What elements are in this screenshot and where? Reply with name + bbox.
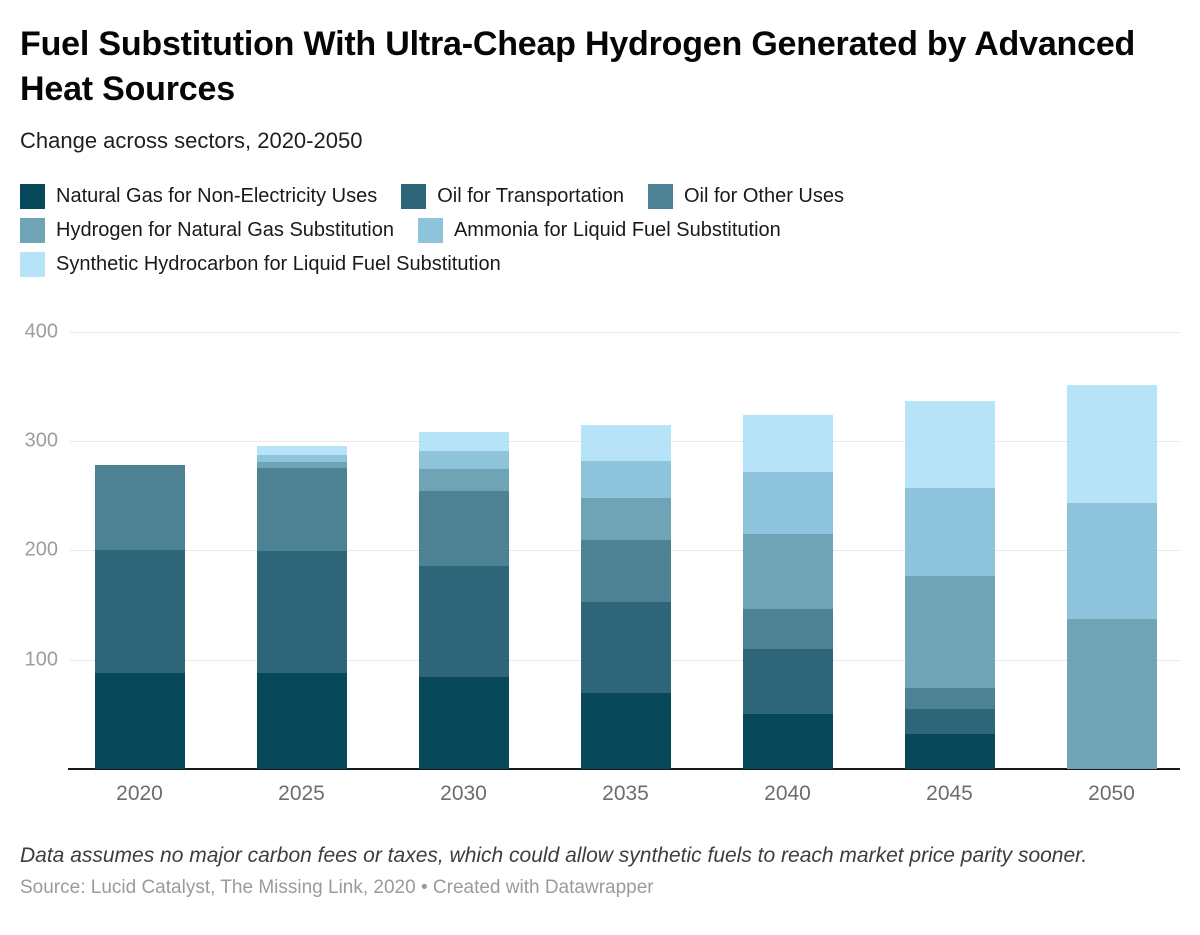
bar-segment[interactable] xyxy=(742,609,833,649)
bar-segment[interactable] xyxy=(418,676,509,769)
source-line: Source: Lucid Catalyst, The Missing Link… xyxy=(20,876,654,898)
legend-swatch xyxy=(647,183,673,209)
bar-segment[interactable] xyxy=(418,432,509,451)
bar-segment[interactable] xyxy=(418,491,509,566)
y-axis-tick-label: 300 xyxy=(24,429,58,452)
bar-segment[interactable] xyxy=(1066,385,1157,504)
bar-segment[interactable] xyxy=(418,450,509,470)
legend-item: Oil for Other Uses xyxy=(647,183,844,209)
x-axis-tick-label: 2050 xyxy=(1088,781,1135,805)
bar-segment[interactable] xyxy=(256,551,347,673)
y-axis-tick-label: 400 xyxy=(24,320,58,343)
stacked-bar-chart: 400 300 200 100 2020 2025 2030 2035 2040 2045 2050 xyxy=(20,313,1180,814)
x-axis-tick-label: 2040 xyxy=(764,781,811,805)
x-axis-tick-label: 2025 xyxy=(278,781,325,805)
chart-footer: Data assumes no major carbon fees or tax… xyxy=(20,844,1180,899)
bar-segment[interactable] xyxy=(580,540,671,602)
bar-segment[interactable] xyxy=(904,400,995,488)
legend-swatch xyxy=(401,183,427,209)
bar-segment[interactable] xyxy=(742,533,833,610)
bar-segment[interactable] xyxy=(580,601,671,694)
x-axis-tick-label: 2045 xyxy=(926,781,973,805)
bar-segment[interactable] xyxy=(256,672,347,769)
bar-segment[interactable] xyxy=(742,414,833,472)
bar-segment[interactable] xyxy=(742,471,833,534)
bar-segment[interactable] xyxy=(94,672,185,769)
legend-swatch xyxy=(20,183,45,209)
plot-area: 400 300 200 100 2020 2025 2030 2035 2040 2045 2050 xyxy=(25,320,1180,805)
legend-label: Oil for Transportation xyxy=(437,184,624,207)
legend-label: Hydrogen for Natural Gas Substitution xyxy=(56,218,394,241)
legend-label: Natural Gas for Non-Electricity Uses xyxy=(56,184,378,207)
x-axis-tick-label: 2030 xyxy=(440,781,487,805)
legend-item: Natural Gas for Non-Electricity Uses xyxy=(20,183,378,209)
x-axis-tick-label: 2035 xyxy=(602,781,649,805)
bar-segment[interactable] xyxy=(94,550,185,673)
bar-segment[interactable] xyxy=(580,693,671,769)
y-axis-tick-label: 100 xyxy=(24,648,58,670)
legend: Natural Gas for Non-Electricity Uses Oil … xyxy=(20,183,1180,277)
bar-segment[interactable] xyxy=(580,424,671,461)
bar-segment[interactable] xyxy=(256,461,347,469)
legend-row: Natural Gas for Non-Electricity Uses Oil … xyxy=(20,183,1180,209)
bar-segment[interactable] xyxy=(1066,503,1157,620)
bar-segment[interactable] xyxy=(580,497,671,541)
chart-subtitle: Change across sectors, 2020-2050 xyxy=(20,127,363,153)
bar-segment[interactable] xyxy=(1066,619,1157,769)
bar-segment[interactable] xyxy=(256,446,347,456)
legend-row: Hydrogen for Natural Gas Substitution Amm… xyxy=(20,217,1180,243)
bar-segment[interactable] xyxy=(94,465,185,551)
legend-label: Oil for Other Uses xyxy=(683,184,844,207)
legend-row: Synthetic Hydrocarbon for Liquid Fuel Su… xyxy=(20,251,1180,277)
legend-label: Ammonia for Liquid Fuel Substitution xyxy=(453,218,781,241)
legend-item: Oil for Transportation xyxy=(401,183,624,209)
gridline xyxy=(70,331,1180,333)
legend-swatch xyxy=(417,217,443,243)
legend-item: Hydrogen for Natural Gas Substitution xyxy=(20,217,394,243)
chart-title: Fuel Substitution With Ultra-Cheap Hydro… xyxy=(20,25,1136,108)
bar-segment[interactable] xyxy=(418,469,509,492)
legend-item: Synthetic Hydrocarbon for Liquid Fuel Su… xyxy=(20,251,501,277)
chart-header: Fuel Substitution With Ultra-Cheap Hydro… xyxy=(20,0,1180,154)
footnote: Data assumes no major carbon fees or tax… xyxy=(20,843,1088,867)
legend-swatch xyxy=(20,251,45,277)
bar-segment[interactable] xyxy=(904,733,995,769)
legend-item: Ammonia for Liquid Fuel Substitution xyxy=(417,217,781,243)
bar-segment[interactable] xyxy=(742,714,833,769)
bar-segment[interactable] xyxy=(904,708,995,734)
x-axis-line xyxy=(68,767,1180,770)
bar-segment[interactable] xyxy=(256,468,347,552)
legend-swatch xyxy=(20,217,45,243)
bar-segment[interactable] xyxy=(742,648,833,715)
bar-segment[interactable] xyxy=(904,488,995,577)
bar-segment[interactable] xyxy=(580,460,671,498)
bar-segment[interactable] xyxy=(418,565,509,677)
x-axis-tick-label: 2020 xyxy=(116,781,163,805)
legend-label: Synthetic Hydrocarbon for Liquid Fuel Su… xyxy=(56,252,501,275)
bar-segment[interactable] xyxy=(904,576,995,688)
y-axis-tick-label: 200 xyxy=(24,538,58,561)
bar-segment[interactable] xyxy=(904,687,995,709)
bar-segment[interactable] xyxy=(256,455,347,462)
